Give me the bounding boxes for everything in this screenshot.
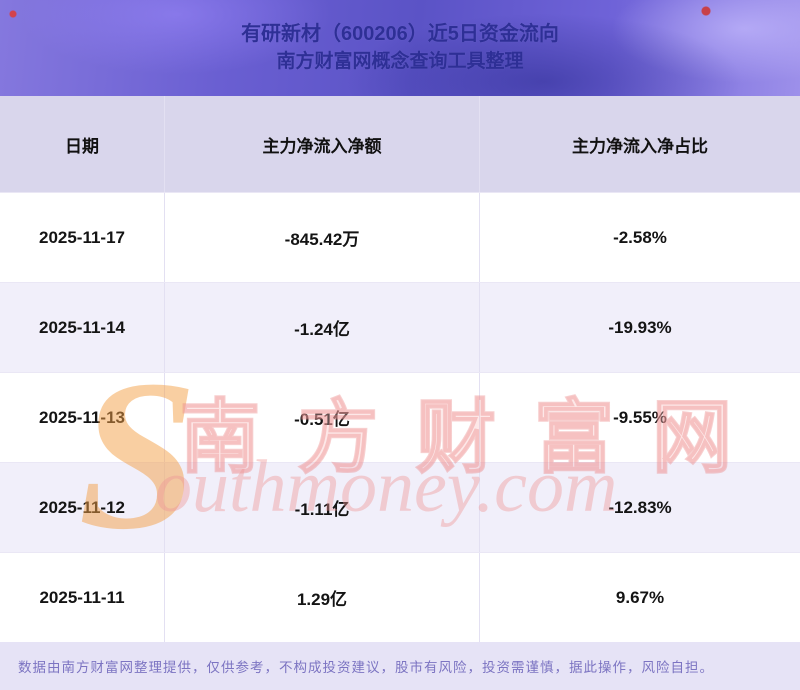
hero-banner: 有研新材（600206）近5日资金流向 南方财富网概念查询工具整理 [0, 0, 800, 96]
net-inflow-pct-cell: -19.93% [608, 317, 672, 337]
fund-flow-table: 日期 主力净流入净额 主力净流入净占比 2025-11-17 -845.42万 … [0, 96, 800, 642]
table-row: 2025-11-13 -0.51亿 -9.55% [0, 372, 800, 462]
table-row: 2025-11-11 1.29亿 9.67% [0, 552, 800, 642]
col-header-net-inflow: 主力净流入净额 [165, 96, 480, 192]
date-cell: 2025-11-11 [0, 553, 165, 642]
net-inflow-cell: -845.42万 [165, 193, 480, 282]
net-inflow-pct-cell: -9.55% [613, 407, 667, 427]
table-row: 2025-11-17 -845.42万 -2.58% [0, 192, 800, 282]
table-row: 2025-11-12 -1.11亿 -12.83% [0, 462, 800, 552]
date-cell: 2025-11-12 [0, 463, 165, 552]
page-title: 有研新材（600206）近5日资金流向 [241, 23, 559, 46]
date-cell: 2025-11-13 [0, 373, 165, 462]
col-header-date: 日期 [0, 96, 165, 192]
net-inflow-cell: 1.29亿 [165, 553, 480, 642]
net-inflow-cell: -1.11亿 [165, 463, 480, 552]
net-inflow-cell: -1.24亿 [165, 283, 480, 372]
net-inflow-pct-cell: -12.83% [608, 497, 672, 517]
col-header-net-inflow-pct: 主力净流入净占比 [572, 136, 708, 156]
net-inflow-pct-cell: -2.58% [613, 227, 667, 247]
page-subtitle: 南方财富网概念查询工具整理 [276, 51, 524, 73]
net-inflow-cell: -0.51亿 [165, 373, 480, 462]
footer-disclaimer: 数据由南方财富网整理提供，仅供参考，不构成投资建议，股市有风险，投资需谨慎，据此… [0, 642, 800, 690]
net-inflow-pct-cell: 9.67% [615, 587, 665, 607]
table-row: 2025-11-14 -1.24亿 -19.93% [0, 282, 800, 372]
table-header-row: 日期 主力净流入净额 主力净流入净占比 [0, 96, 800, 192]
date-cell: 2025-11-14 [0, 283, 165, 372]
date-cell: 2025-11-17 [0, 193, 165, 282]
